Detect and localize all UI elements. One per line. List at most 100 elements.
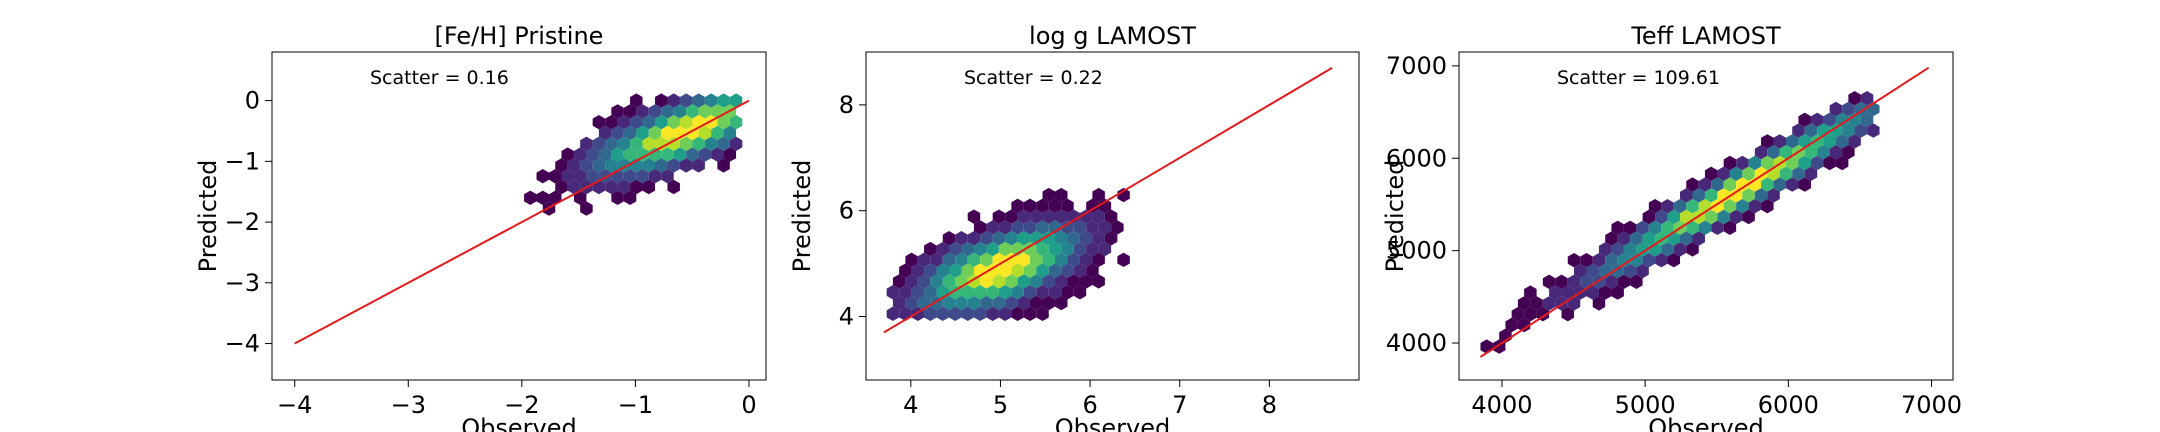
x-tick-label: 6000 xyxy=(1758,391,1819,419)
hexbin-cell xyxy=(1773,134,1787,149)
hexbin-cell xyxy=(1023,198,1037,214)
x-tick-label: −1 xyxy=(618,391,653,419)
hexbin-cell xyxy=(1586,285,1599,300)
hexbin-cell xyxy=(1792,123,1805,138)
hexbin-cell xyxy=(1767,145,1780,160)
hexbin-cell xyxy=(980,231,993,246)
hexbin-cell xyxy=(1636,263,1649,279)
hexbin-cell xyxy=(667,114,680,130)
hexbin-cell xyxy=(936,306,950,322)
hexbin-cell xyxy=(1761,177,1774,192)
hexbin-cell xyxy=(598,125,612,141)
hexbin-cell xyxy=(580,158,593,173)
hexbin-cell xyxy=(717,158,730,173)
hexbin-cell xyxy=(605,179,618,195)
hexbin-cell xyxy=(1086,220,1099,235)
hexbin-cell xyxy=(1086,241,1099,257)
hexbin-cell xyxy=(1611,242,1624,257)
hexbin-cell xyxy=(642,179,656,195)
hexbin-cell xyxy=(592,114,606,130)
hexbin-cell xyxy=(1042,252,1056,268)
y-tick-label: 4 xyxy=(839,303,854,331)
hexbin-cell xyxy=(692,158,705,173)
hexbin-cell xyxy=(1017,252,1031,268)
hexbin-cell xyxy=(1061,220,1074,235)
hexbin-cell xyxy=(1661,220,1674,235)
x-tick-label: 7 xyxy=(1172,391,1187,419)
hexbin-cell xyxy=(911,285,925,300)
hexbin-cell xyxy=(1611,285,1624,300)
hexbin-cell xyxy=(549,190,562,205)
x-tick-label: 5 xyxy=(993,391,1008,419)
hexbin-cell xyxy=(1623,220,1637,235)
hexbin-cell xyxy=(611,190,624,205)
hexbin-cell xyxy=(1042,274,1056,289)
hexbin-cell xyxy=(942,231,956,246)
hexbin-cell xyxy=(729,93,743,108)
hexbin-cell xyxy=(1623,242,1637,257)
hexbin-cell xyxy=(1779,145,1793,160)
hexbin-cell xyxy=(704,136,718,151)
hexbin-cell xyxy=(1067,274,1080,289)
hexbin-cell xyxy=(692,93,705,108)
hexbin-cell xyxy=(1111,220,1124,235)
hexbin-cell xyxy=(998,285,1012,300)
hexbin-cell xyxy=(630,114,643,130)
hexbin-cell xyxy=(573,190,587,205)
hexbin-cell xyxy=(1023,241,1037,257)
y-tick-label: 7000 xyxy=(1386,52,1447,80)
hexbin-cell xyxy=(679,158,693,173)
hexbin-cell xyxy=(536,168,550,184)
hexbin-cell xyxy=(1723,155,1737,171)
hexbin-cell xyxy=(1586,263,1599,279)
hexbin-cell xyxy=(555,158,568,173)
hexbin-cell xyxy=(636,168,649,184)
hexbin-cell xyxy=(1617,274,1631,289)
hexbin-cell xyxy=(899,285,912,300)
hexbin-cell xyxy=(617,114,631,130)
x-tick-label: 4 xyxy=(903,391,918,419)
hexbin-cell xyxy=(1655,253,1668,268)
hexbin-cell xyxy=(1761,199,1774,214)
hexbin-cell xyxy=(1055,231,1068,246)
hexbin-cell xyxy=(1067,209,1080,224)
hexbin-cell xyxy=(986,241,999,257)
hexbin-cell xyxy=(573,147,587,162)
hexbin-cell xyxy=(980,252,993,268)
fit-line xyxy=(883,67,1333,334)
hexbin-cell xyxy=(1742,209,1755,225)
hexbin-cell xyxy=(1574,263,1587,279)
hexbin-cell xyxy=(524,190,537,205)
hexbin-cell xyxy=(1542,296,1556,311)
hexbin-cell xyxy=(1773,177,1787,192)
hexbin-cell xyxy=(1798,155,1811,171)
panel-logg-lamost: log g LAMOST Scatter = 0.22 Observed Pre… xyxy=(788,22,1360,432)
hexbin-cell xyxy=(1829,123,1843,138)
hexbin-cell xyxy=(723,125,737,141)
hexbin-cell xyxy=(1729,166,1743,181)
hexbin-cell xyxy=(630,93,643,108)
hexbin-cell xyxy=(623,104,637,119)
hexbin-cell xyxy=(1854,123,1868,138)
hexbin-cell xyxy=(961,285,974,300)
hexbin-cell xyxy=(698,125,712,141)
panel-teff-lamost: Teff LAMOST Scatter = 109.61 Observed Pr… xyxy=(1381,22,1962,432)
hexbin-cell xyxy=(1530,296,1543,311)
hexbin-cell xyxy=(1736,155,1749,171)
hexbin-cell xyxy=(1067,252,1080,268)
hexbin-cell xyxy=(1073,263,1087,278)
y-tick-label: 0 xyxy=(245,87,260,115)
hexbin-cell xyxy=(1642,209,1656,225)
x-tick-label: −2 xyxy=(504,391,539,419)
hexbin-cell xyxy=(924,306,937,322)
x-tick-label: 7000 xyxy=(1901,391,1962,419)
hexbin-cell xyxy=(1042,231,1056,246)
hexbin-cell xyxy=(1524,307,1537,322)
hexbin-cell xyxy=(1079,274,1093,289)
hexbin-cell xyxy=(1048,198,1062,214)
hexbin-cell xyxy=(1011,220,1024,235)
hexbin-cell xyxy=(1567,253,1581,268)
hexbin-cell xyxy=(561,147,574,162)
x-tick-label: 6 xyxy=(1082,391,1097,419)
